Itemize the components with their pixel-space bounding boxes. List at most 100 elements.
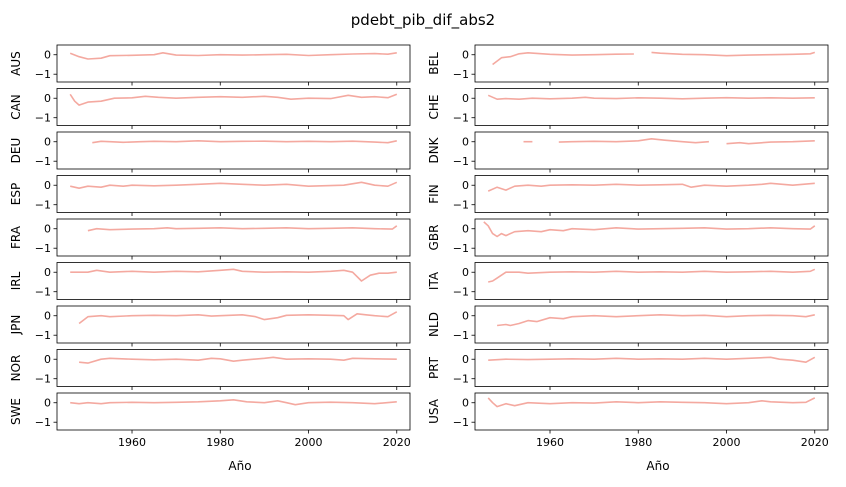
x-axis-label-right: Año xyxy=(646,459,669,473)
y-tick-label: 0 xyxy=(462,310,469,323)
y-axis-label-bel: BEL xyxy=(427,52,441,75)
y-tick-label: 0 xyxy=(462,136,469,149)
x-tick-label: 1980 xyxy=(206,436,234,449)
subplot-che: 0 −1 CHE xyxy=(427,88,829,129)
y-axis-label-nor: NOR xyxy=(9,355,23,382)
series-line-jpn xyxy=(78,311,398,325)
y-tick-label: 0 xyxy=(44,397,51,410)
subplot-usa: 0 −1 1960 1980 2000 2020 USA xyxy=(427,392,829,449)
subplot-fin: 0 −1 FIN xyxy=(427,175,829,216)
y-tick-label: 0 xyxy=(462,353,469,366)
subplot-jpn: 0 −1 JPN xyxy=(9,305,411,347)
subplot-deu: 0 −1 DEU xyxy=(9,131,411,173)
y-axis-label-gbr: GBR xyxy=(427,225,441,251)
subplot-gbr: 0 −1 GBR xyxy=(427,218,829,260)
y-tick-label: −1 xyxy=(35,242,51,255)
plot-frame-irl xyxy=(56,262,411,300)
plot-frame-ita xyxy=(474,262,829,300)
series-line-can xyxy=(69,93,398,106)
y-axis-label-nld: NLD xyxy=(427,312,441,337)
chart-title: pdebt_pib_dif_abs2 xyxy=(351,11,495,30)
plot-frame-fra xyxy=(56,218,411,257)
y-tick-label: −1 xyxy=(453,373,469,386)
subplot-nld: 0 −1 NLD xyxy=(427,305,829,347)
plot-frame-jpn xyxy=(56,305,411,344)
y-tick-label: 0 xyxy=(462,266,469,279)
y-tick-label: 0 xyxy=(462,223,469,236)
subplot-bel: 0 −1 BEL xyxy=(427,44,829,86)
y-tick-label: −1 xyxy=(453,68,469,81)
x-tick-label: 1960 xyxy=(118,436,146,449)
y-tick-label: −1 xyxy=(35,112,51,125)
series-line-bel-2 xyxy=(651,51,816,57)
y-axis-label-fin: FIN xyxy=(427,184,441,203)
y-axis-label-swe: SWE xyxy=(9,398,23,425)
y-tick-label: −1 xyxy=(453,155,469,168)
plot-frame-can xyxy=(56,88,411,126)
plot-frame-aus xyxy=(56,44,411,83)
series-line-fin xyxy=(487,182,815,192)
subplot-aus: 0 −1 AUS xyxy=(9,44,411,86)
y-axis-label-fra: FRA xyxy=(9,225,23,249)
subplot-prt: 0 −1 PRT xyxy=(427,349,829,390)
y-tick-label: 0 xyxy=(462,179,469,192)
y-tick-label: −1 xyxy=(453,329,469,342)
y-axis-label-dnk: DNK xyxy=(427,136,441,163)
y-tick-label: −1 xyxy=(35,68,51,81)
subplot-irl: 0 −1 IRL xyxy=(9,262,411,303)
series-line-dnk-3 xyxy=(726,140,815,145)
y-tick-label: 0 xyxy=(462,92,469,105)
series-line-irl xyxy=(70,268,397,282)
y-axis-label-can: CAN xyxy=(9,94,23,120)
series-line-aus xyxy=(69,52,397,60)
subplot-can: 0 −1 CAN xyxy=(9,88,411,129)
y-tick-label: 0 xyxy=(44,310,51,323)
plot-frame-nld xyxy=(474,305,829,344)
x-tick-label: 2020 xyxy=(801,436,829,449)
y-axis-label-esp: ESP xyxy=(9,183,23,205)
y-tick-label: −1 xyxy=(453,199,469,212)
y-tick-label: −1 xyxy=(453,242,469,255)
series-line-fra xyxy=(87,225,398,232)
y-tick-label: 0 xyxy=(44,49,51,62)
y-axis-label-ita: ITA xyxy=(427,271,441,290)
subplot-esp: 0 −1 ESP xyxy=(9,175,411,216)
subplot-fra: 0 −1 FRA xyxy=(9,218,411,260)
y-axis-label-jpn: JPN xyxy=(9,315,23,336)
plot-frame-esp xyxy=(56,175,411,213)
y-axis-label-usa: USA xyxy=(427,398,441,424)
series-line-gbr xyxy=(483,221,816,238)
subplot-grid: 0 −1 AUS 0 −1 BEL 0 −1 CAN 0 −1 CHE 0 −1 DEU 0 −1 DNK 0 −1 E… xyxy=(9,44,829,449)
series-line-usa xyxy=(487,397,816,408)
plot-frame-dnk xyxy=(474,131,829,170)
y-tick-label: −1 xyxy=(453,286,469,299)
series-line-esp xyxy=(70,181,398,189)
plot-frame-nor xyxy=(56,349,411,387)
y-axis-label-aus: AUS xyxy=(9,51,23,76)
plot-frame-che xyxy=(474,88,829,126)
plot-frame-swe xyxy=(56,392,411,431)
x-tick-label: 1980 xyxy=(624,436,652,449)
series-line-dnk-2 xyxy=(558,138,709,144)
y-axis-label-prt: PRT xyxy=(427,356,441,379)
x-tick-label: 2000 xyxy=(295,436,323,449)
y-tick-label: 0 xyxy=(44,92,51,105)
y-tick-label: 0 xyxy=(44,179,51,192)
y-axis-label-irl: IRL xyxy=(9,271,23,290)
subplot-nor: 0 −1 NOR xyxy=(9,349,411,390)
plot-frame-deu xyxy=(56,131,411,170)
x-tick-label: 2020 xyxy=(383,436,411,449)
series-line-prt xyxy=(488,356,816,363)
x-tick-label: 1960 xyxy=(536,436,564,449)
subplot-dnk: 0 −1 DNK xyxy=(427,131,829,173)
plot-frame-gbr xyxy=(474,218,829,257)
subplot-swe: 0 −1 1960 1980 2000 2020 SWE xyxy=(9,392,411,449)
y-tick-label: 0 xyxy=(44,223,51,236)
y-tick-label: 0 xyxy=(44,353,51,366)
plot-frame-bel xyxy=(474,44,829,83)
series-line-deu xyxy=(92,140,397,144)
y-tick-label: −1 xyxy=(453,112,469,125)
series-line-ita xyxy=(488,268,816,283)
